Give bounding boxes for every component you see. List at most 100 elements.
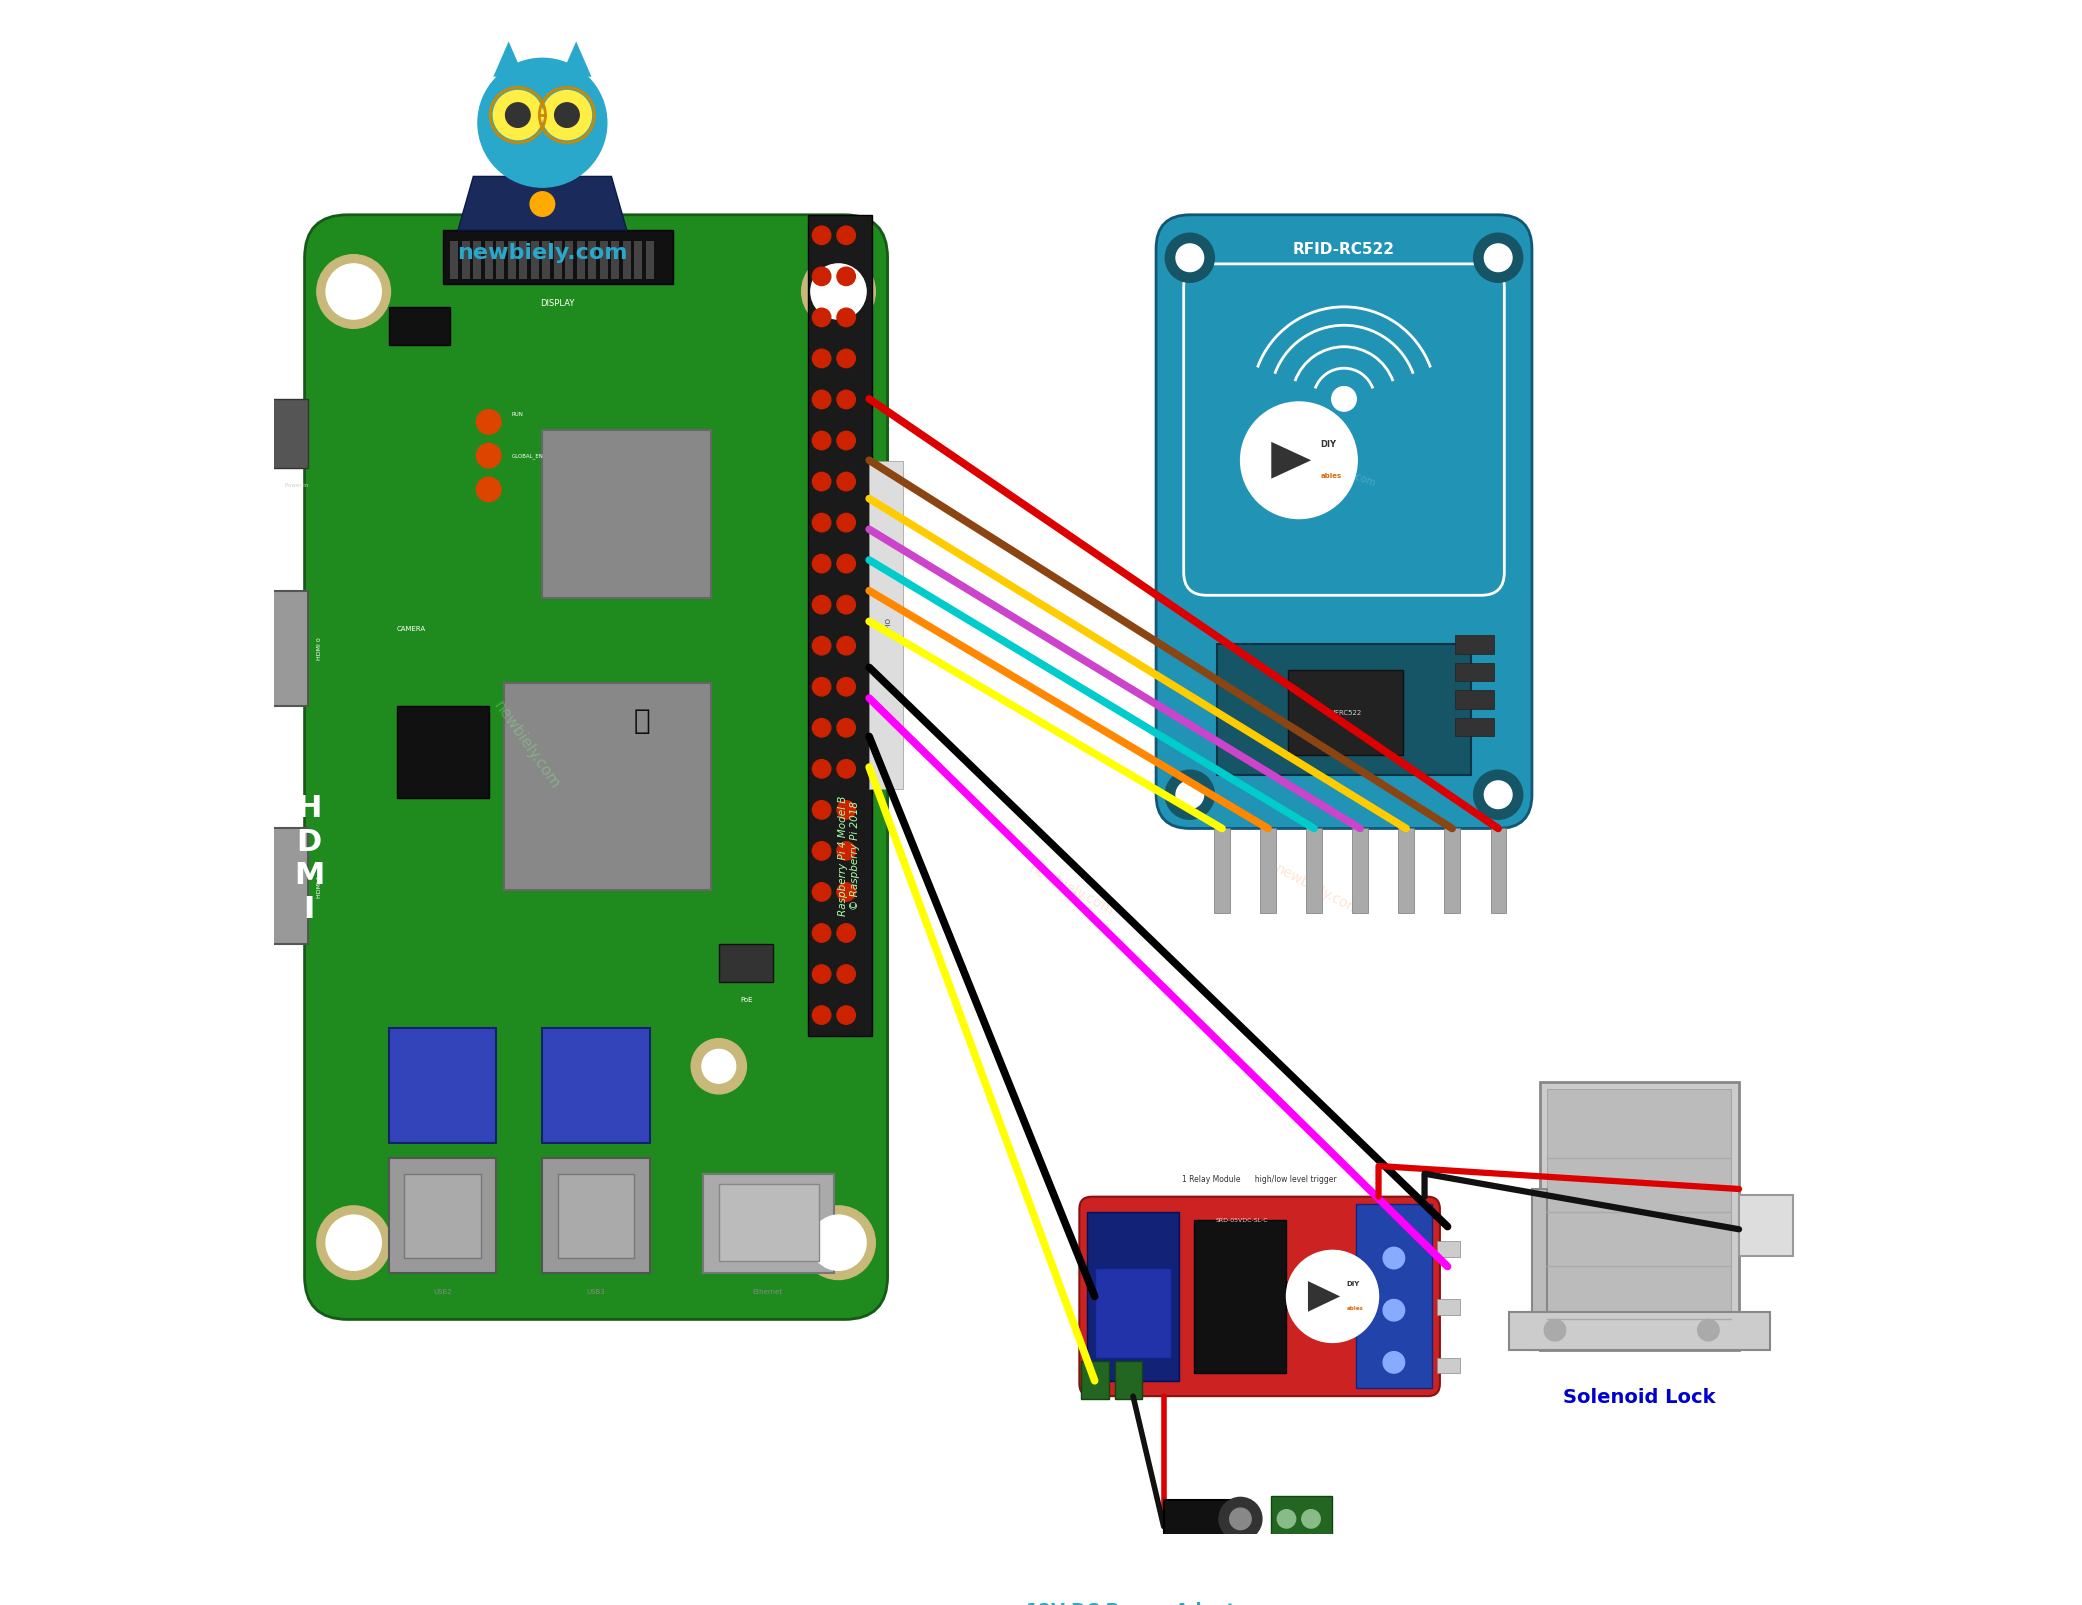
Circle shape xyxy=(837,965,856,984)
Bar xyxy=(635,241,641,279)
Bar xyxy=(262,828,308,944)
Bar xyxy=(450,241,458,279)
Circle shape xyxy=(837,1006,856,1024)
Bar xyxy=(704,1173,835,1273)
Bar xyxy=(623,241,631,279)
Bar xyxy=(589,241,595,279)
Circle shape xyxy=(812,759,831,778)
Bar xyxy=(496,241,504,279)
Circle shape xyxy=(812,266,831,286)
Circle shape xyxy=(1166,770,1214,819)
Circle shape xyxy=(1166,233,1214,282)
Circle shape xyxy=(316,255,391,329)
Circle shape xyxy=(477,477,502,502)
Circle shape xyxy=(493,90,543,140)
Bar xyxy=(1437,1241,1459,1257)
Polygon shape xyxy=(1307,1281,1341,1311)
Text: newbiely.com: newbiely.com xyxy=(458,242,627,263)
Circle shape xyxy=(1176,782,1203,809)
Bar xyxy=(1437,1300,1459,1314)
Text: newbiely.com: newbiely.com xyxy=(1312,456,1376,488)
Text: RFID-RC522: RFID-RC522 xyxy=(1293,242,1395,257)
Bar xyxy=(389,1027,496,1143)
Circle shape xyxy=(1382,1351,1405,1374)
Bar xyxy=(558,1173,635,1258)
Bar xyxy=(1455,663,1493,681)
Circle shape xyxy=(837,226,856,244)
Text: 12V DC Power Adapter: 12V DC Power Adapter xyxy=(1026,1602,1255,1605)
Circle shape xyxy=(812,719,831,737)
Circle shape xyxy=(837,801,856,819)
Text: Raspberry Pi 4 Model B
© Raspberry Pi 2018: Raspberry Pi 4 Model B © Raspberry Pi 20… xyxy=(839,796,860,916)
Bar xyxy=(1547,1090,1732,1342)
Text: 1 Relay Module      high/low level trigger: 1 Relay Module high/low level trigger xyxy=(1183,1175,1337,1184)
Circle shape xyxy=(1382,1247,1405,1270)
Circle shape xyxy=(812,1006,831,1024)
Circle shape xyxy=(802,255,874,329)
Bar xyxy=(543,1027,650,1143)
Bar xyxy=(1455,636,1493,653)
Circle shape xyxy=(1484,782,1512,809)
Text: newbiely.com: newbiely.com xyxy=(1026,862,1116,918)
Circle shape xyxy=(554,103,579,127)
Bar xyxy=(566,241,573,279)
Bar xyxy=(600,241,608,279)
Text: newbiely.com: newbiely.com xyxy=(1272,862,1362,918)
Circle shape xyxy=(837,924,856,942)
FancyBboxPatch shape xyxy=(304,215,887,1319)
Bar xyxy=(1445,828,1459,913)
Bar xyxy=(1539,1082,1738,1350)
Circle shape xyxy=(812,841,831,860)
Circle shape xyxy=(812,472,831,491)
Circle shape xyxy=(812,554,831,573)
Bar xyxy=(1455,690,1493,709)
Text: DIY: DIY xyxy=(1320,440,1337,449)
Text: GLOBAL_EN: GLOBAL_EN xyxy=(512,453,543,459)
Bar xyxy=(1399,828,1414,913)
Bar xyxy=(543,1159,650,1273)
Bar xyxy=(485,241,493,279)
Circle shape xyxy=(1276,1510,1295,1528)
Circle shape xyxy=(810,263,866,319)
Circle shape xyxy=(812,514,831,531)
Circle shape xyxy=(837,350,856,368)
Text: DISPLAY: DISPLAY xyxy=(541,299,575,308)
Circle shape xyxy=(531,191,554,217)
Bar xyxy=(443,230,672,284)
Circle shape xyxy=(1218,1497,1262,1541)
Bar xyxy=(504,682,712,889)
Text: MFRC522: MFRC522 xyxy=(1328,709,1362,716)
Bar xyxy=(1455,717,1493,737)
Circle shape xyxy=(1382,1300,1405,1321)
Polygon shape xyxy=(560,42,591,77)
Bar xyxy=(543,241,550,279)
FancyBboxPatch shape xyxy=(868,461,904,790)
Bar xyxy=(1287,671,1403,754)
Circle shape xyxy=(810,1215,866,1270)
Circle shape xyxy=(837,472,856,491)
Bar xyxy=(508,241,516,279)
Circle shape xyxy=(1287,1250,1378,1342)
Text: USB3: USB3 xyxy=(587,1289,606,1295)
Circle shape xyxy=(543,90,591,140)
Circle shape xyxy=(837,432,856,449)
Circle shape xyxy=(812,308,831,326)
Text: ables: ables xyxy=(1347,1306,1364,1311)
Text: HDMI 1: HDMI 1 xyxy=(316,875,323,899)
Text: Power in: Power in xyxy=(285,483,308,488)
Bar xyxy=(389,1159,496,1273)
Circle shape xyxy=(837,595,856,613)
Bar xyxy=(518,241,527,279)
Bar xyxy=(543,430,712,599)
Text: USB2: USB2 xyxy=(433,1289,452,1295)
Circle shape xyxy=(812,677,831,697)
Circle shape xyxy=(837,759,856,778)
Circle shape xyxy=(1545,1319,1566,1340)
Bar xyxy=(808,215,872,1035)
Circle shape xyxy=(691,1038,747,1095)
Circle shape xyxy=(837,390,856,409)
Circle shape xyxy=(812,924,831,942)
Text: Solenoid Lock: Solenoid Lock xyxy=(1564,1388,1716,1408)
Bar xyxy=(1353,828,1368,913)
Text: H
D
M
I: H D M I xyxy=(294,794,325,924)
